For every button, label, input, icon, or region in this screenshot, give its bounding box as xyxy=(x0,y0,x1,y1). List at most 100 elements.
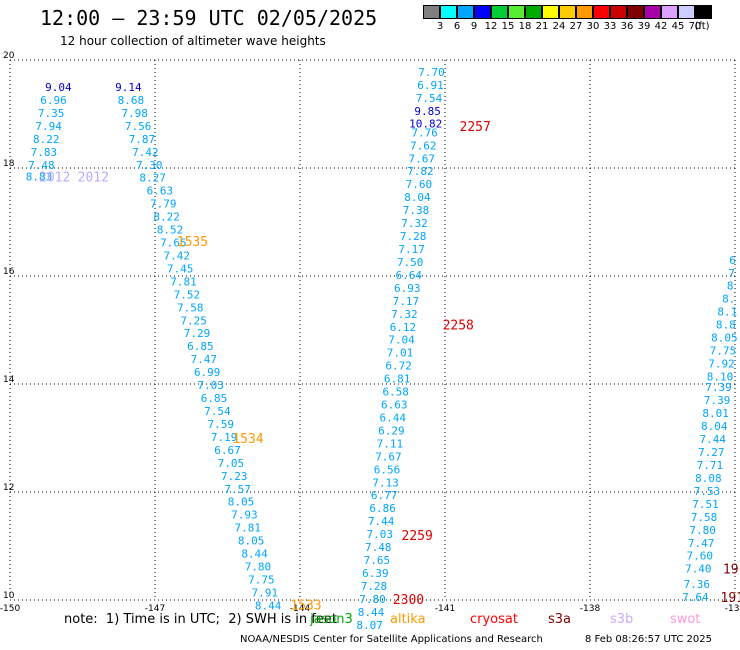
wave-height-value: 7 xyxy=(728,267,735,280)
wave-height-value: 7.60 xyxy=(406,178,433,191)
scale-label: 39 xyxy=(637,21,651,32)
wave-height-value: 7.45 xyxy=(167,262,194,275)
wave-height-value: 7.13 xyxy=(372,476,399,489)
wave-height-value: 7.56 xyxy=(125,120,152,133)
x-tick-label: -144 xyxy=(290,604,311,614)
wave-height-value: 7.42 xyxy=(164,249,191,262)
wave-height-value: 7.79 xyxy=(150,198,177,211)
wave-height-value: 7.05 xyxy=(218,457,245,470)
wave-height-value: 7.75 xyxy=(710,345,737,358)
wave-height-value: 6.64 xyxy=(396,269,423,282)
wave-height-value: 7.62 xyxy=(410,139,437,152)
wave-height-value: 7.94 xyxy=(35,120,62,133)
x-tick-label: -141 xyxy=(435,604,455,614)
wave-height-value: 7.47 xyxy=(688,537,715,550)
y-tick-label: 14 xyxy=(3,375,15,385)
wave-height-value: 7.59 xyxy=(207,418,234,431)
scale-swatch xyxy=(508,5,525,19)
wave-height-value: 7.51 xyxy=(692,498,719,511)
footer-note: note: 1) Time is in UTC; 2) SWH is in fe… xyxy=(64,612,337,627)
wave-height-value: 7.58 xyxy=(177,301,204,314)
wave-height-value: 7.87 xyxy=(129,133,156,146)
wave-height-value: 8.83 xyxy=(26,171,53,184)
scale-swatch xyxy=(423,5,440,19)
wave-height-value: 7.03 xyxy=(367,528,394,541)
wave-height-value: 8.04 xyxy=(404,191,431,204)
wave-height-value: 7.67 xyxy=(375,450,402,463)
wave-height-value: 8.22 xyxy=(153,211,180,224)
y-tick-label: 18 xyxy=(3,159,15,169)
wave-height-value: 8.44 xyxy=(255,599,282,612)
wave-height-value: 7.29 xyxy=(184,327,211,340)
scale-label: 15 xyxy=(501,21,515,32)
wave-height-value: 8.05 xyxy=(711,332,738,345)
wave-height-value: 7.11 xyxy=(377,437,404,450)
scale-swatch xyxy=(525,5,542,19)
wave-height-value: 7.65 xyxy=(160,237,187,250)
wave-height-value: 7.58 xyxy=(691,511,718,524)
wave-height-value: 7.92 xyxy=(708,357,735,370)
scale-label: 27 xyxy=(569,21,583,32)
wave-height-value: 6.63 xyxy=(381,399,408,412)
scale-label: 70 xyxy=(688,21,702,32)
wave-height-value: 6.91 xyxy=(417,79,444,92)
scale-swatch xyxy=(695,5,712,19)
wave-height-value: 7.17 xyxy=(393,295,420,308)
wave-height-value: 8.22 xyxy=(33,133,60,146)
wave-height-value: 7.32 xyxy=(391,308,418,321)
wave-height-value: 8.27 xyxy=(139,172,166,185)
wave-height-value: 7.57 xyxy=(224,483,251,496)
wave-height-value: 7.52 xyxy=(174,288,201,301)
scale-swatch xyxy=(610,5,627,19)
wave-height-value: 7.38 xyxy=(403,204,430,217)
wave-height-value: 7.28 xyxy=(400,230,427,243)
wave-height-value: 7.83 xyxy=(31,146,58,159)
scale-swatch xyxy=(644,5,661,19)
wave-height-value: 8.05 xyxy=(228,496,255,509)
wave-height-value: 7.50 xyxy=(397,256,424,269)
x-tick-label: -138 xyxy=(580,604,601,614)
wave-height-value: 8.07 xyxy=(356,619,383,632)
wave-height-value: 7.28 xyxy=(361,580,388,593)
scale-label: 12 xyxy=(484,21,498,32)
wave-height-value: 8.01 xyxy=(702,407,729,420)
wave-height-value: 6.81 xyxy=(384,373,411,386)
wave-height-value: 7.44 xyxy=(700,433,727,446)
wave-height-value: 7.48 xyxy=(365,541,392,554)
wave-height-value: 6.85 xyxy=(201,392,228,405)
wave-height-value: 6 xyxy=(729,254,736,267)
wave-height-value: 7.40 xyxy=(685,563,712,576)
mission-label-altika: altika xyxy=(390,612,426,627)
wave-height-value: 7.44 xyxy=(368,515,395,528)
wave-height-value: 8.1 xyxy=(717,306,737,319)
wave-height-value: 7.39 xyxy=(705,381,732,394)
footer-generated-date: 8 Feb 08:26:57 UTC 2025 xyxy=(585,634,712,645)
scale-swatch xyxy=(576,5,593,19)
wave-height-value: 7.76 xyxy=(411,126,438,139)
scale-label: 6 xyxy=(453,21,461,32)
wave-height-value: 7.93 xyxy=(231,509,258,522)
page-subtitle: 12 hour collection of altimeter wave hei… xyxy=(60,34,326,48)
wave-height-value: 6.93 xyxy=(394,282,421,295)
scale-label: 3 xyxy=(436,21,444,32)
wave-height-value: 7.80 xyxy=(245,561,272,574)
wave-height-value: 7.64 xyxy=(682,591,709,604)
scale-swatch xyxy=(457,5,474,19)
wave-height-value: 7.19 xyxy=(211,431,238,444)
scale-swatch xyxy=(542,5,559,19)
wave-height-value: 6.85 xyxy=(187,340,214,353)
pass-time-label: 2257 xyxy=(460,120,491,135)
scale-label: 30 xyxy=(586,21,600,32)
wave-height-value: 8.52 xyxy=(157,224,184,237)
wave-height-value: 6.12 xyxy=(390,321,417,334)
wave-height-value: 7.23 xyxy=(221,470,248,483)
scale-swatch xyxy=(440,5,457,19)
pass-time-label: 2258 xyxy=(443,319,474,334)
wave-height-value: 7.81 xyxy=(235,522,262,535)
scale-swatch xyxy=(678,5,695,19)
wave-height-value: 7.01 xyxy=(387,347,414,360)
pass-time-label: 2012 xyxy=(78,171,109,186)
wave-height-value: 7.48 xyxy=(28,159,55,172)
mission-label-jason3: jason3 xyxy=(310,612,353,627)
wave-height-value: 7.80 xyxy=(689,524,716,537)
